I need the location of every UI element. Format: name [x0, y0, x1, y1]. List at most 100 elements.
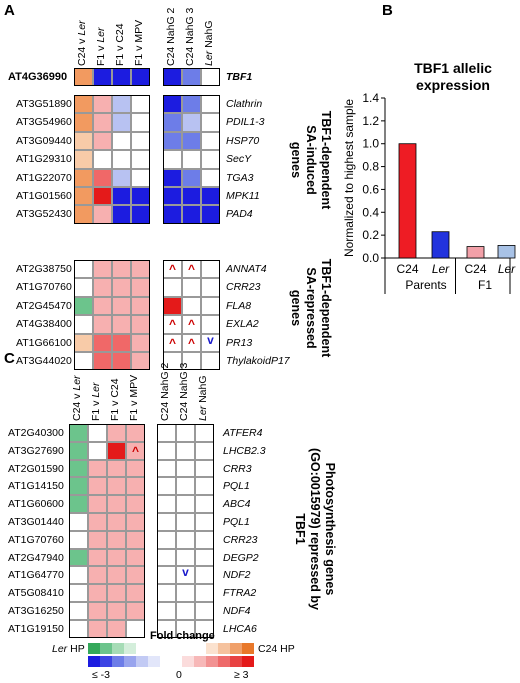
panel-a-left-block-1-cell	[131, 205, 150, 224]
panel-a-left-block-2-cell	[112, 260, 131, 279]
y-tick-label: 0.4	[362, 205, 379, 219]
y-tick-label: 1.4	[362, 91, 379, 105]
panel-c-left-cell	[126, 513, 145, 531]
panel-c-left-cell	[126, 530, 145, 549]
panel-a-right-block-1-cell	[182, 187, 201, 206]
gene-name-label: HSP70	[226, 134, 260, 147]
gene-name-label: CRR3	[223, 462, 252, 475]
panel-a-left-block-1-cell	[131, 131, 150, 151]
panel-c-left-cell	[69, 477, 88, 496]
panel-c-left-cell	[88, 548, 107, 567]
panel-a-right-block-2-cell	[201, 278, 220, 297]
panel-c-left-cell	[88, 477, 107, 496]
sa-induced-title: TBF1-dependent SA-induced genes	[289, 110, 333, 210]
panel-c-left-cell	[126, 477, 145, 496]
panel-c-right-cell	[176, 584, 195, 602]
panel-c-right-cell	[195, 495, 214, 513]
panel-c-left-cell	[69, 424, 88, 442]
up-mark: ^	[187, 317, 195, 332]
gene-name-label: TGA3	[226, 171, 254, 184]
legend-swatch	[242, 643, 254, 654]
gene-name-label: CRR23	[223, 533, 258, 546]
panel-c-left-cell	[69, 584, 88, 602]
legend-swatch	[112, 656, 124, 667]
panel-c-left-cell	[107, 495, 126, 513]
panel-a-left-block-2-cell	[74, 315, 93, 334]
y-tick-label: 1.0	[362, 137, 379, 151]
panel-c-left-cell	[88, 566, 107, 585]
panel-c-right-cell	[176, 424, 195, 442]
x-tick-label: C24	[396, 262, 418, 276]
bar-2	[466, 246, 485, 259]
bar-0	[398, 143, 417, 259]
gene-id-label: AT1G19150	[8, 622, 64, 635]
gene-name-label: Clathrin	[226, 98, 263, 110]
panel-a-right-block-1-cell	[182, 113, 201, 132]
panel-c-left-cell	[126, 584, 145, 602]
panel-c-right-cell	[176, 459, 195, 478]
legend-swatch	[88, 643, 100, 654]
panel-a-letter: A	[4, 2, 15, 19]
panel-c-left-cell	[88, 602, 107, 620]
panel-a-left-block-2-cell	[112, 315, 131, 334]
gene-id-label: AT1G70760	[8, 533, 64, 546]
panel-b-letter: B	[382, 2, 393, 19]
panel-a-right-block-1-cell	[201, 131, 220, 151]
panel-c-right-cell	[176, 602, 195, 620]
panel-a-left-block-1-cell	[112, 205, 131, 224]
panel-a-left-block-1-cell	[93, 95, 112, 114]
panel-c-left-cell	[88, 424, 107, 442]
panel-a-left-block-1-cell	[131, 95, 150, 114]
panel-a-left-block-1-cell	[112, 187, 131, 206]
gene-id-label: AT2G01590	[8, 462, 64, 475]
gene-name-label: CRR23	[226, 281, 261, 294]
panel-a-right-block-2-cell	[163, 296, 182, 316]
panel-a-right-block-2-cell	[163, 278, 182, 297]
panel-c-left-cell	[107, 584, 126, 602]
panel-a-left-block-2-cell	[93, 352, 112, 371]
panel-c-left-cell	[107, 424, 126, 442]
panel-c-left-cell	[69, 530, 88, 549]
panel-c-right-cell	[176, 495, 195, 513]
legend-swatch	[88, 656, 100, 667]
gene-name-label: MPK11	[226, 190, 260, 202]
panel-a-left-block-0-cell	[131, 68, 150, 87]
gene-id-label: AT1G29310	[16, 153, 72, 166]
up-mark: ^	[168, 262, 176, 276]
panel-c-left-column-label: C24 v Ler	[71, 375, 83, 421]
gene-name-label: NDF2	[223, 569, 251, 582]
bar-1	[431, 231, 450, 259]
gene-id-label: AT3G27690	[8, 444, 64, 457]
panel-c-right-cell	[195, 477, 214, 496]
panel-a-right-block-0-cell	[163, 68, 182, 87]
y-tick-label: 0.6	[362, 182, 379, 196]
y-axis-label: Normalized to highest sample	[342, 99, 356, 257]
gene-name-label: ANNAT4	[226, 263, 267, 275]
panel-a-left-column-label: F1 v C24	[114, 23, 126, 66]
legend-swatch	[218, 656, 230, 667]
panel-c-left-cell	[107, 530, 126, 549]
panel-a-left-block-1-cell	[93, 187, 112, 206]
gene-name-label: SecY	[226, 153, 252, 166]
gene-name-label: FLA8	[226, 299, 252, 312]
panel-a-right-block-1-cell	[182, 150, 201, 169]
panel-a-left-block-1-cell	[74, 113, 93, 132]
panel-a-right-column-label: C24 NahG 3	[184, 7, 196, 66]
panel-a-left-column-label: C24 v Ler	[76, 20, 88, 66]
gene-id-label: AT3G54960	[16, 116, 72, 129]
chart-title-line2: expression	[416, 77, 490, 93]
panel-c-left-cell	[69, 566, 88, 585]
panel-a-left-block-1-cell	[112, 113, 131, 132]
panel-c-left-cell	[126, 566, 145, 585]
panel-a-left-block-1-cell	[74, 150, 93, 169]
legend-swatch	[230, 656, 242, 667]
panel-a-left-block-2-cell	[93, 333, 112, 352]
gene-id-label: AT2G45470	[16, 299, 72, 312]
panel-a-right-block-1-cell	[201, 205, 220, 224]
gene-name-label: PAD4	[226, 208, 253, 221]
panel-c-right-cell	[195, 584, 214, 602]
panel-c-left-cell	[88, 513, 107, 531]
gene-id-label: AT3G52430	[16, 208, 72, 221]
panel-a-left-block-1-cell	[112, 95, 131, 114]
legend-swatch	[136, 656, 148, 667]
